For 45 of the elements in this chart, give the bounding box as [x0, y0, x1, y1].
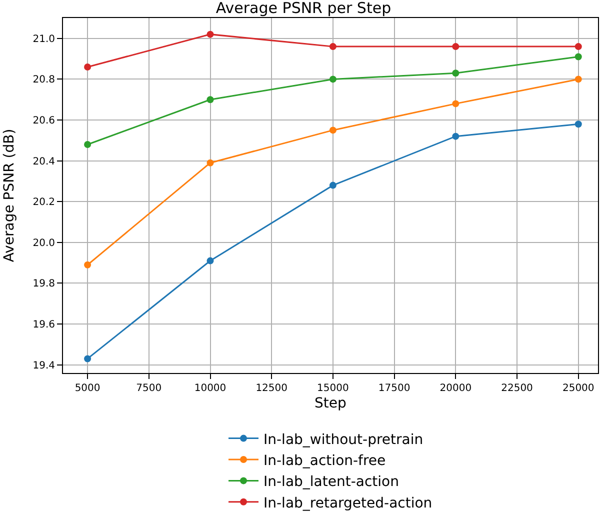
x-tick-label: 25000 [562, 383, 594, 394]
y-tick-label: 19.4 [32, 360, 55, 372]
point [206, 159, 214, 166]
x-tick-label: 15000 [317, 383, 349, 394]
point [206, 30, 214, 38]
point [452, 43, 460, 50]
y-tick-label: 19.8 [32, 278, 55, 290]
legend-label: In-lab_action-free [264, 452, 386, 469]
point [329, 76, 336, 83]
point [84, 355, 92, 362]
point [206, 257, 214, 264]
point [84, 63, 92, 70]
point [206, 96, 214, 104]
point [574, 53, 582, 60]
x-tick-label: 22500 [501, 383, 533, 394]
legend-label: In-lab_retargeted-action [264, 495, 432, 512]
point [452, 100, 460, 108]
chart-title: Average PSNR per Step [216, 0, 392, 18]
point [452, 70, 460, 77]
y-tick-label: 21.0 [32, 34, 55, 45]
y-axis-title: Average PSNR (dB) [1, 128, 18, 262]
x-tick-label: 10000 [194, 383, 226, 394]
point [329, 126, 336, 134]
x-tick-label: 7500 [136, 383, 162, 394]
y-tick-label: 20.8 [32, 74, 55, 86]
y-tick-label: 20.6 [32, 116, 55, 127]
legend-label: In-lab_latent-action [264, 474, 399, 490]
legend-label: In-lab_without-pretrain [264, 432, 424, 448]
point [84, 261, 92, 268]
point [329, 43, 336, 50]
x-tick-label: 12500 [256, 383, 288, 394]
x-tick-label: 17500 [378, 383, 410, 394]
point [329, 182, 336, 189]
x-tick-label: 20000 [440, 383, 472, 394]
point [84, 140, 92, 148]
point [574, 120, 582, 128]
y-tick-label: 20.4 [32, 156, 55, 168]
x-tick-label: 5000 [74, 383, 100, 394]
point [574, 76, 582, 83]
point [452, 132, 460, 140]
y-tick-label: 20.2 [32, 197, 55, 208]
x-axis-title: Step [314, 395, 347, 412]
point [574, 43, 582, 50]
y-tick-label: 19.6 [32, 320, 55, 331]
y-tick-label: 20.0 [32, 238, 55, 249]
